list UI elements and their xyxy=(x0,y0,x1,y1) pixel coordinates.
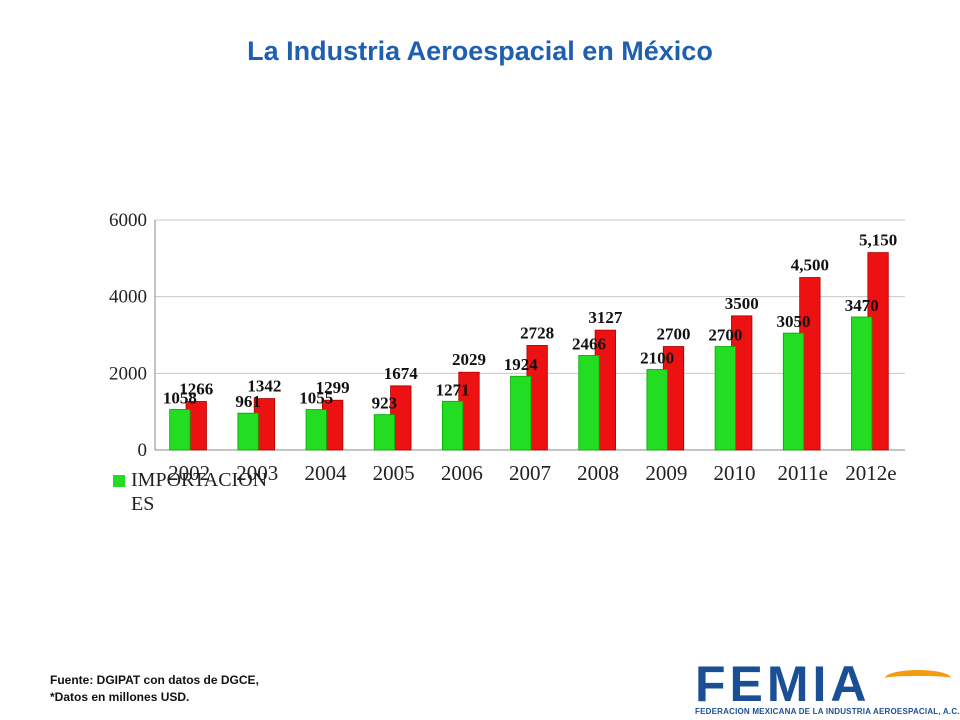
source-line-2: *Datos en millones USD. xyxy=(50,690,190,704)
data-label-green: 923 xyxy=(372,394,398,413)
bar-green xyxy=(646,369,668,451)
bar-green xyxy=(851,316,873,451)
data-label-red: 5,150 xyxy=(859,231,897,250)
data-label-green: 2466 xyxy=(572,334,606,353)
x-category-label: 2010 xyxy=(714,461,756,485)
x-category-label: 2012e xyxy=(845,461,896,485)
data-label-green: 2100 xyxy=(640,349,674,368)
x-category-label: 2009 xyxy=(645,461,687,485)
data-label-red: 4,500 xyxy=(791,256,829,275)
data-label-red: 1299 xyxy=(316,378,350,397)
logo-swoosh-icon xyxy=(885,670,951,686)
x-category-label: 2002 xyxy=(168,461,210,485)
x-category-label: 2011e xyxy=(777,461,828,485)
data-label-green: 1924 xyxy=(504,355,538,374)
data-label-green: 2700 xyxy=(708,326,742,345)
y-tick-label: 4000 xyxy=(109,287,147,308)
data-label-red: 3500 xyxy=(725,294,759,313)
bar-green xyxy=(441,400,464,451)
legend: IMPORTACION ES xyxy=(113,468,291,516)
data-label-green: 1058 xyxy=(163,388,197,407)
source-note: Fuente: DGIPAT con datos de DGCE, *Datos… xyxy=(50,672,259,706)
data-label-red: 2029 xyxy=(452,350,486,369)
legend-label-importaciones: IMPORTACION ES xyxy=(131,469,268,515)
data-label-red: 2700 xyxy=(657,325,691,344)
legend-swatch-importaciones xyxy=(113,475,125,487)
data-label-red: 2728 xyxy=(520,323,554,342)
x-category-label: 2008 xyxy=(577,461,619,485)
logo-wordmark: FEMIA xyxy=(695,656,871,712)
bar-green xyxy=(578,355,600,451)
x-category-label: 2006 xyxy=(441,461,483,485)
bar-green xyxy=(305,409,327,451)
data-label-red: 1674 xyxy=(384,364,419,383)
x-category-label: 2003 xyxy=(236,461,278,485)
x-category-label: 2007 xyxy=(509,461,551,485)
data-label-green: 1055 xyxy=(299,389,333,408)
y-tick-label: 6000 xyxy=(109,210,147,231)
bar-green xyxy=(782,332,805,451)
bar-green xyxy=(169,409,191,451)
data-label-red: 1342 xyxy=(247,377,281,396)
bar-green xyxy=(237,412,259,451)
x-category-label: 2004 xyxy=(304,461,347,485)
logo-subtitle: FEDERACION MEXICANA DE LA INDUSTRIA AERO… xyxy=(695,707,960,716)
bar-green xyxy=(714,346,736,451)
bar-green xyxy=(510,375,532,451)
chart-title: La Industria Aeroespacial en México xyxy=(247,36,713,66)
data-label-red: 3127 xyxy=(588,308,623,327)
source-line-1: Fuente: DGIPAT con datos de DGCE, xyxy=(50,673,259,687)
y-tick-label: 2000 xyxy=(109,363,147,384)
data-label-green: 961 xyxy=(235,392,261,411)
x-category-label: 2005 xyxy=(373,461,415,485)
data-label-green: 1271 xyxy=(436,380,470,399)
femia-logo: FEMIA FEDERACION MEXICANA DE LA INDUSTRI… xyxy=(695,656,960,718)
bar-green xyxy=(373,414,396,451)
y-tick-label: 0 xyxy=(138,440,148,461)
data-label-red: 1266 xyxy=(179,379,213,398)
data-label-green: 3050 xyxy=(777,312,811,331)
data-label-green: 3470 xyxy=(845,296,879,315)
